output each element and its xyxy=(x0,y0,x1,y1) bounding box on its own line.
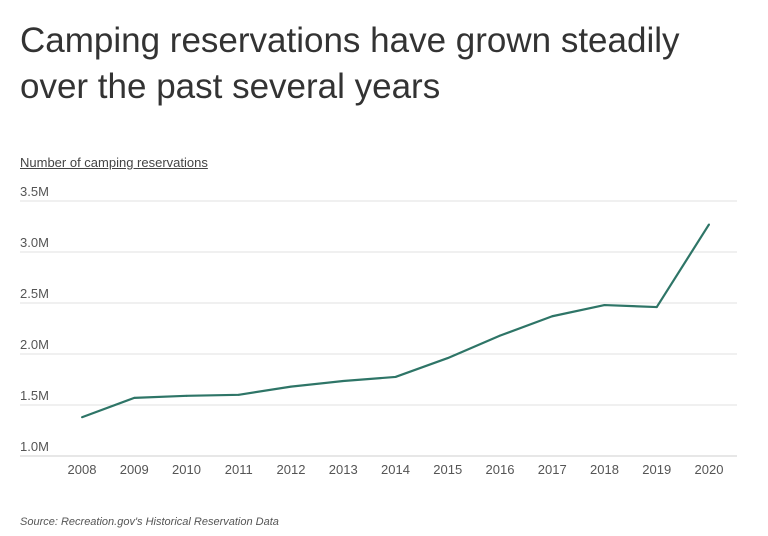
series-line xyxy=(81,223,710,419)
x-tick-label: 2012 xyxy=(277,462,306,477)
y-tick-label: 1.0M xyxy=(20,439,49,454)
y-axis-label: Number of camping reservations xyxy=(20,155,208,170)
x-tick-label: 2020 xyxy=(695,462,724,477)
x-tick-label: 2014 xyxy=(381,462,410,477)
data-point xyxy=(185,394,188,397)
x-tick-label: 2016 xyxy=(486,462,515,477)
data-point xyxy=(499,334,501,337)
data-point xyxy=(603,304,606,307)
x-tick-label: 2015 xyxy=(433,462,462,477)
x-tick-label: 2013 xyxy=(329,462,358,477)
y-tick-label: 3.0M xyxy=(20,235,49,250)
data-point xyxy=(446,357,449,360)
x-tick-label: 2009 xyxy=(120,462,149,477)
data-point xyxy=(133,396,136,399)
x-tick-label: 2010 xyxy=(172,462,201,477)
x-tick-label: 2011 xyxy=(225,462,253,477)
data-point xyxy=(551,315,554,318)
data-point xyxy=(237,393,240,396)
y-tick-label: 2.5M xyxy=(20,286,49,301)
data-point xyxy=(394,375,397,378)
data-point xyxy=(81,416,83,419)
data-point xyxy=(342,380,345,383)
y-tick-label: 3.5M xyxy=(20,184,49,199)
y-tick-label: 2.0M xyxy=(20,337,49,352)
chart-title: Camping reservations have grown steadily… xyxy=(20,21,680,106)
y-tick-label: 1.5M xyxy=(20,388,49,403)
data-point xyxy=(708,223,710,226)
x-tick-label: 2019 xyxy=(642,462,671,477)
x-tick-label: 2018 xyxy=(590,462,619,477)
data-point xyxy=(655,306,658,309)
x-tick-label: 2017 xyxy=(538,462,567,477)
source-note: Source: Recreation.gov's Historical Rese… xyxy=(20,516,279,528)
x-tick-label: 2008 xyxy=(68,462,97,477)
data-point xyxy=(290,385,292,388)
